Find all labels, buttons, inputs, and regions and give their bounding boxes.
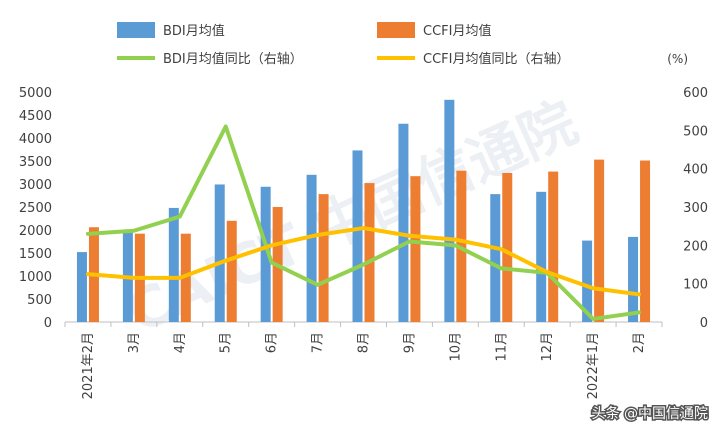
- y-left-tick-label: 1500: [19, 247, 52, 262]
- bar-ccfi: [226, 220, 237, 322]
- legend-swatch: [377, 22, 415, 38]
- credit-text: 头条 @中国信通院: [592, 405, 708, 422]
- legend-label: CCFI月均值: [423, 23, 491, 39]
- x-tick-label: 12月: [540, 332, 555, 362]
- legend-label: BDI月均值: [163, 23, 225, 39]
- y-left-tick-label: 3500: [19, 155, 52, 170]
- bar-bdi: [398, 123, 409, 323]
- y-right-tick-label: 600: [683, 86, 708, 101]
- bar-bdi: [628, 236, 639, 322]
- x-tick-label: 5月: [219, 332, 234, 353]
- legend: BDI月均值 CCFI月均值 BDI月均值同比（右轴） CCFI月均值同比（右轴）: [117, 22, 569, 67]
- x-tick-label: 9月: [402, 332, 417, 353]
- x-tick-label: 6月: [265, 332, 280, 353]
- y-left-tick-label: 4500: [19, 109, 52, 124]
- y-right-tick-label: 200: [683, 239, 708, 254]
- bar-ccfi: [364, 183, 375, 322]
- y-left-tick-label: 5000: [19, 86, 52, 101]
- bar-ccfi: [318, 194, 329, 322]
- lines: [85, 124, 642, 321]
- y-left-tick-label: 4000: [19, 132, 52, 147]
- bar-ccfi: [548, 171, 559, 322]
- y-right-tick-label: 300: [683, 201, 708, 216]
- bar-bdi: [490, 194, 501, 322]
- bar-bdi: [536, 191, 547, 322]
- series-line-ccfi-yoy: [85, 226, 642, 297]
- bar-ccfi: [640, 160, 651, 322]
- bar-bdi: [214, 184, 225, 322]
- x-tick-label: 2月: [632, 332, 647, 353]
- x-tick-label: 3月: [127, 332, 142, 353]
- x-tick-label: 11月: [494, 332, 509, 362]
- y-left-tick-label: 500: [27, 293, 52, 308]
- y-left-tick-label: 0: [44, 316, 52, 331]
- y-right-tick-label: 0: [700, 316, 708, 331]
- x-tick-label: 8月: [357, 332, 372, 353]
- bar-bdi: [306, 174, 317, 322]
- y-left-tick-label: 2000: [19, 224, 52, 239]
- y-left-tick-label: 3000: [19, 178, 52, 193]
- bar-bdi: [260, 186, 271, 322]
- credit: 头条 @中国信通院: [590, 404, 709, 424]
- y-right-unit-label: (%): [667, 52, 688, 66]
- bar-bdi: [582, 240, 593, 322]
- bar-bdi: [352, 150, 363, 322]
- x-tick-label: 10月: [448, 332, 463, 362]
- y-right-tick-label: 400: [683, 163, 708, 178]
- bar-bdi: [168, 207, 179, 322]
- axes: 0500100015002000250030003500400045005000…: [19, 52, 708, 399]
- x-tick-label: 4月: [173, 332, 188, 353]
- legend-label: BDI月均值同比（右轴）: [163, 51, 303, 67]
- bar-ccfi: [594, 159, 605, 322]
- y-left-tick-label: 1000: [19, 270, 52, 285]
- y-right-tick-label: 500: [683, 124, 708, 139]
- bar-ccfi: [410, 176, 421, 322]
- y-right-tick-label: 100: [683, 278, 708, 293]
- legend-swatch: [117, 22, 155, 38]
- y-left-tick-label: 2500: [19, 201, 52, 216]
- bar-ccfi: [502, 172, 513, 322]
- bar-bdi: [444, 99, 455, 322]
- bar-bdi: [76, 252, 87, 322]
- bar-ccfi: [180, 233, 191, 322]
- x-tick-label: 2021年2月: [81, 332, 96, 399]
- legend-label: CCFI月均值同比（右轴）: [423, 51, 569, 67]
- x-tick-label: 2022年1月: [586, 332, 601, 399]
- x-tick-label: 7月: [311, 332, 326, 353]
